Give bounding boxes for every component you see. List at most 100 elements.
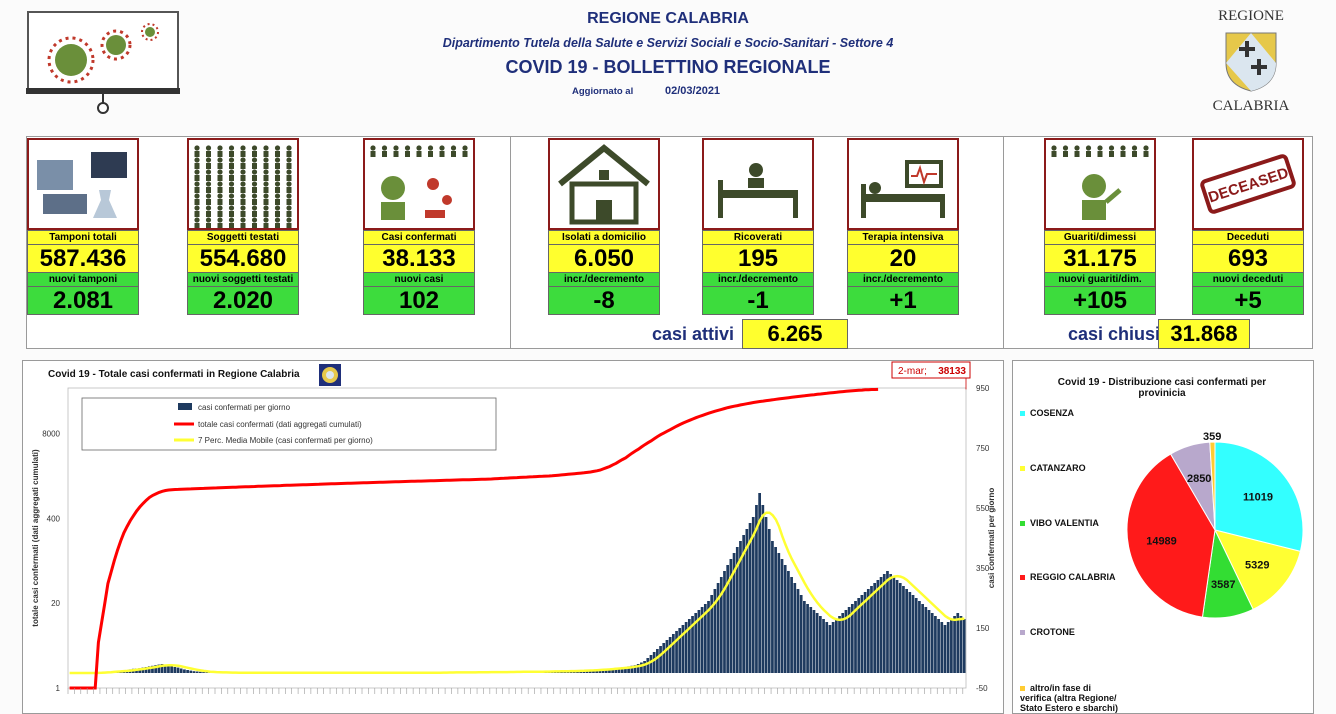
stat-value: 6.050 xyxy=(548,245,660,273)
daily-cases-bar xyxy=(834,619,838,673)
right-axis-title: casi confermati per giorno xyxy=(987,488,996,589)
daily-cases-bar xyxy=(691,616,694,673)
pie-legend-item: altro/in fase di verifica (altra Regione… xyxy=(1020,683,1120,713)
stat-change-label: nuovi soggetti testati xyxy=(187,273,299,287)
moving-average-line xyxy=(69,511,965,675)
daily-cases-bar xyxy=(735,547,739,673)
daily-cases-bar xyxy=(649,655,653,673)
daily-cases-bar xyxy=(154,665,158,673)
daily-cases-bar xyxy=(918,601,921,673)
daily-cases-bar xyxy=(927,610,931,673)
daily-cases-bar xyxy=(790,577,793,673)
daily-cases-bar xyxy=(160,664,164,673)
daily-cases-bar xyxy=(192,671,196,673)
pie-chart-svg: 11019 5329 3587 14989 2850 359 xyxy=(1126,431,1304,619)
stat-change-value: +5 xyxy=(1192,287,1304,315)
daily-cases-bar xyxy=(828,625,832,673)
daily-cases-bar xyxy=(924,607,928,673)
legend-swatch xyxy=(178,403,192,410)
daily-cases-bar xyxy=(822,619,825,673)
daily-cases-bar xyxy=(710,595,714,673)
daily-cases-bar xyxy=(803,601,806,673)
active-cases-value: 6.265 xyxy=(742,319,848,349)
closed-cases-label: casi chiusi xyxy=(1068,324,1161,344)
daily-cases-bar xyxy=(863,592,867,673)
pie-slice-label: 5329 xyxy=(1245,560,1269,572)
main-chart-title: Covid 19 - Totale casi confermati in Reg… xyxy=(48,369,300,380)
daily-cases-bar xyxy=(199,671,202,673)
daily-cases-bar xyxy=(684,622,688,673)
closed-cases-value: 31.868 xyxy=(1158,319,1250,349)
logo-top-text: REGIONE xyxy=(1218,8,1284,24)
daily-cases-bar xyxy=(678,628,682,673)
daily-cases-bar xyxy=(847,607,851,673)
deceased-stamp-icon: DECEASED xyxy=(1200,154,1296,214)
daily-cases-bar xyxy=(620,667,624,673)
stat-label: Casi confermati xyxy=(363,230,475,245)
stat-change-label: nuovi casi xyxy=(363,273,475,287)
stat-change-value: 2.081 xyxy=(27,287,139,315)
daily-cases-bar xyxy=(687,619,691,673)
daily-cases-bar xyxy=(617,667,621,673)
stat-change-label: nuovi tamponi xyxy=(27,273,139,287)
right-axis-tick: 550 xyxy=(976,504,990,513)
stat-card-3: Isolati a domicilio 6.050 incr./decremento… xyxy=(548,138,660,315)
daily-cases-bar xyxy=(755,505,758,673)
daily-cases-bar xyxy=(777,553,781,673)
daily-cases-bar xyxy=(157,664,161,673)
daily-cases-bar xyxy=(902,586,905,673)
daily-cases-bar xyxy=(818,616,822,673)
daily-cases-bar xyxy=(652,652,656,673)
daily-cases-bar xyxy=(796,589,800,673)
daily-cases-bar xyxy=(780,559,784,673)
legend-swatch xyxy=(1020,686,1025,692)
daily-cases-bar xyxy=(604,668,608,673)
annotation-date: 2-mar; xyxy=(898,366,927,377)
pie-slice xyxy=(1126,453,1216,618)
right-axis-tick: 750 xyxy=(976,444,990,453)
daily-cases-bar xyxy=(815,613,819,673)
daily-cases-bar xyxy=(713,589,717,673)
daily-cases-bar xyxy=(186,670,189,673)
daily-cases-bar xyxy=(170,666,173,673)
intensive-care-icon xyxy=(861,160,945,218)
daily-cases-bar xyxy=(934,616,937,673)
legend-label: VIBO VALENTIA xyxy=(1030,518,1099,528)
stat-card-picture xyxy=(1044,138,1156,230)
daily-cases-bar xyxy=(764,517,768,673)
stat-card-picture: DECEASED xyxy=(1192,138,1304,230)
stat-value: 20 xyxy=(847,245,959,273)
stat-change-value: +1 xyxy=(847,287,959,315)
pie-legend-item: CROTONE xyxy=(1020,627,1120,637)
region-title: REGIONE CALABRIA xyxy=(587,10,749,27)
daily-cases-bar xyxy=(886,571,889,673)
pie-slice-label: 3587 xyxy=(1211,579,1235,591)
legend-label: 7 Perc. Media Mobile (casi confermati pe… xyxy=(198,436,373,445)
daily-cases-bar xyxy=(911,595,915,673)
daily-cases-bar xyxy=(707,601,710,673)
daily-cases-bar xyxy=(636,664,640,673)
stat-value: 38.133 xyxy=(363,245,475,273)
legend-swatch xyxy=(1020,575,1025,581)
daily-cases-bar xyxy=(643,661,646,673)
daily-cases-bar xyxy=(946,622,950,673)
stat-value: 554.680 xyxy=(187,245,299,273)
daily-cases-bar xyxy=(732,553,736,673)
stat-change-value: 2.020 xyxy=(187,287,299,315)
pie-slice xyxy=(1209,441,1216,531)
daily-cases-bar xyxy=(675,631,678,673)
hospital-bed-icon xyxy=(718,163,798,218)
stat-change-label: incr./decremento xyxy=(548,273,660,287)
coat-of-arms-icon xyxy=(1225,32,1277,92)
daily-cases-bar xyxy=(844,610,848,673)
daily-cases-bar xyxy=(953,616,956,673)
daily-cases-bar xyxy=(723,571,726,673)
left-axis-tick: 20 xyxy=(51,599,60,608)
daily-cases-bar xyxy=(892,577,896,673)
daily-cases-bar xyxy=(659,646,662,673)
daily-cases-bar xyxy=(662,643,666,673)
daily-cases-bar xyxy=(163,665,167,673)
daily-cases-bar xyxy=(729,559,733,673)
daily-cases-bar xyxy=(697,610,701,673)
house-icon xyxy=(558,144,650,225)
